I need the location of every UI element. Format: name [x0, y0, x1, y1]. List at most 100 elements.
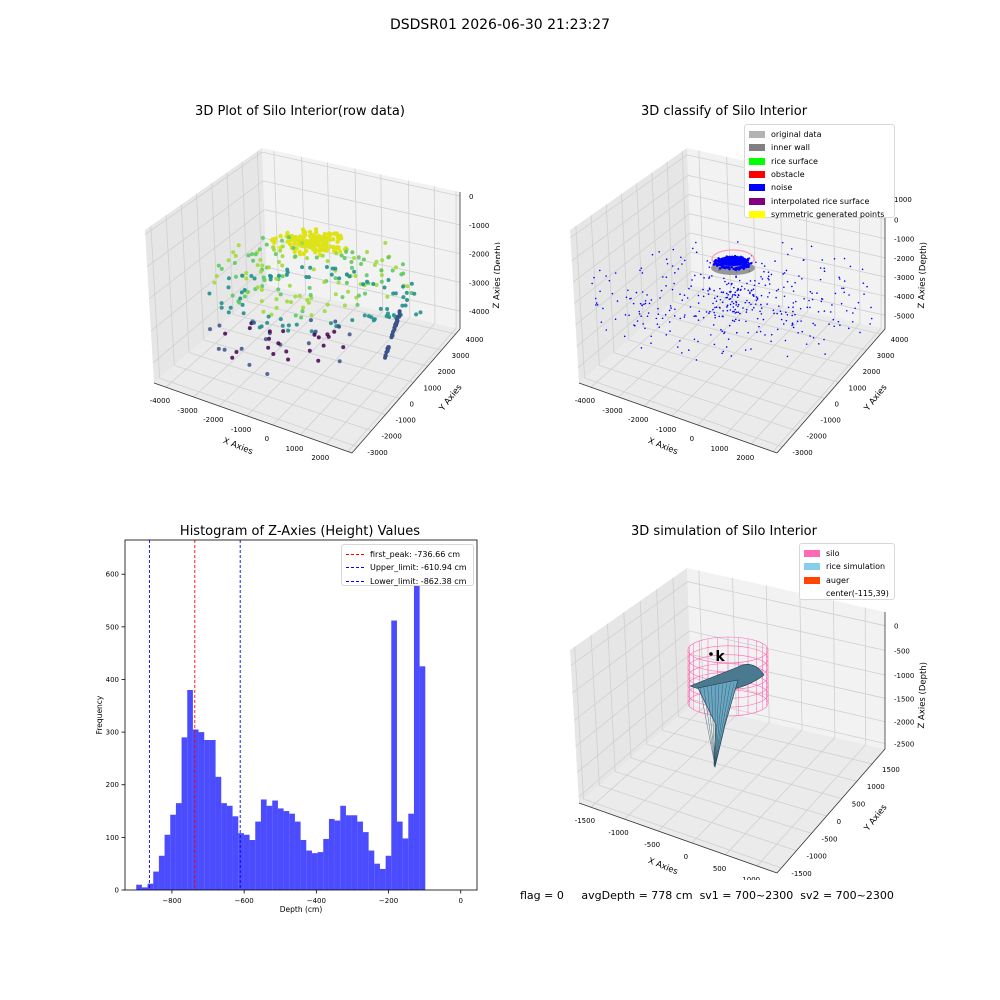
raw-point — [286, 323, 291, 328]
noise-point — [616, 300, 619, 302]
noise-point — [599, 290, 601, 293]
noise-point — [733, 310, 735, 313]
avg-depth-text: avgDepth = 778 cm — [581, 889, 693, 902]
noise-point — [752, 294, 755, 296]
noise-point — [816, 292, 818, 294]
raw-point — [278, 292, 283, 297]
histogram-bar — [294, 821, 301, 890]
noise-point — [851, 320, 854, 323]
raw-point — [313, 329, 318, 334]
raw-point — [313, 230, 319, 235]
noise-point — [763, 265, 766, 267]
legend-item: inner wall — [749, 141, 889, 154]
raw-point — [222, 347, 227, 352]
x-gridline — [325, 323, 436, 445]
noise-point — [721, 315, 724, 318]
noise-point — [745, 320, 747, 323]
raw-point — [260, 284, 265, 289]
y-tick-label: 1000 — [849, 384, 867, 392]
y-tick-label: -500 — [822, 835, 838, 843]
raw-point — [309, 329, 314, 334]
raw-point — [285, 267, 290, 272]
y-tick-label: 4000 — [466, 336, 484, 344]
legend-swatch — [749, 157, 765, 165]
noise-point — [782, 323, 785, 325]
z-gridline — [152, 266, 267, 364]
legend-item: original data — [749, 128, 889, 141]
raw-point — [286, 328, 291, 333]
raw-point — [349, 265, 354, 270]
noise-point — [725, 346, 728, 348]
raw-point — [280, 263, 285, 268]
noise-point — [870, 306, 872, 309]
raw-point — [261, 309, 266, 314]
noise-point — [760, 275, 762, 278]
noise-point — [708, 287, 711, 290]
noise-point — [770, 333, 773, 336]
y-tick-label: -1000 — [395, 417, 415, 425]
noise-point — [643, 303, 645, 306]
raw-point — [247, 326, 252, 331]
noise-point — [732, 310, 734, 313]
noise-point — [693, 315, 695, 318]
noise-point — [755, 261, 757, 264]
legend-label: Upper_limit: -610.94 cm — [370, 563, 467, 573]
noise-point — [679, 340, 681, 342]
raw-point — [328, 321, 333, 326]
noise-point — [842, 287, 845, 290]
y-gridline — [203, 339, 400, 399]
raw-point — [223, 331, 228, 336]
histogram-bar — [243, 834, 250, 890]
raw-point — [341, 345, 346, 350]
noise-point — [708, 266, 711, 268]
z-tick-label: -4000 — [894, 293, 914, 301]
x-gridline — [590, 707, 704, 808]
rice-surface-funnel — [697, 679, 739, 768]
noise-point — [712, 324, 715, 326]
raw-point — [233, 274, 238, 279]
y-gridline — [574, 646, 584, 800]
noise-point — [684, 314, 686, 316]
noise-point — [780, 318, 783, 321]
legend-swatch — [804, 563, 820, 571]
histogram-bar — [175, 803, 182, 890]
raw-point — [308, 318, 313, 323]
noise-point — [748, 301, 751, 304]
noise-point — [785, 319, 788, 322]
noise-point — [831, 304, 833, 306]
legend-item: silo — [804, 547, 889, 560]
classified-points — [591, 241, 873, 361]
raw-point — [292, 249, 297, 255]
raw-point — [308, 265, 313, 270]
raw-point — [274, 297, 279, 302]
raw-point — [306, 241, 311, 246]
raw-point — [395, 318, 400, 323]
noise-point — [762, 318, 765, 321]
raw-point — [236, 243, 241, 248]
raw-point — [271, 352, 276, 357]
histogram-plot: −800 −600 −400 −200 0 0 100 200 300 400 500 600 Dept… — [95, 539, 478, 914]
raw-point — [239, 290, 244, 295]
noise-point — [640, 315, 642, 318]
raw-point — [340, 295, 345, 300]
noise-point — [801, 330, 804, 333]
y-tick-label: -2000 — [381, 433, 401, 441]
raw-point — [278, 233, 283, 239]
noise-point — [595, 304, 597, 306]
raw-point — [294, 246, 299, 251]
raw-point — [278, 317, 283, 322]
noise-point — [794, 313, 796, 316]
noise-point — [732, 306, 735, 308]
legend-item: rice simulation — [804, 560, 889, 573]
noise-point — [699, 273, 702, 276]
raw-point — [259, 299, 264, 304]
legend-item: obstacle — [749, 168, 889, 181]
noise-point — [683, 316, 686, 318]
z-gridline — [572, 194, 689, 283]
raw-point — [374, 259, 379, 264]
noise-point — [775, 296, 777, 299]
raw-point — [379, 268, 384, 273]
raw-point — [307, 275, 312, 280]
noise-point — [605, 329, 608, 331]
noise-point — [662, 276, 664, 278]
